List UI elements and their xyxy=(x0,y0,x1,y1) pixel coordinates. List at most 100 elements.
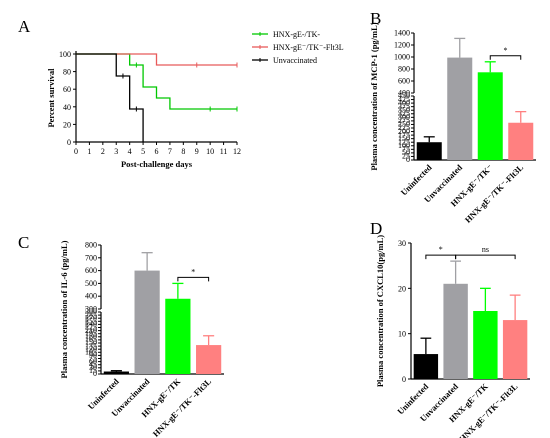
y-tick-label: 240 xyxy=(85,320,97,329)
y-tick-label: 450 xyxy=(398,91,410,100)
bar xyxy=(508,122,534,160)
y-tick-label: 255 xyxy=(85,317,97,326)
y-axis-title: Plasma concentration of MCP-1 (pg/mL) xyxy=(369,22,379,170)
y-tick-label: 300 xyxy=(398,113,410,122)
bar xyxy=(473,311,498,379)
x-tick-label: 1 xyxy=(87,147,91,156)
y-tick-label: 700 xyxy=(85,253,97,262)
y-tick-label: 180 xyxy=(85,332,97,341)
y-tick-label: 210 xyxy=(85,326,97,335)
y-tick-label: 100 xyxy=(59,50,71,59)
bar xyxy=(502,320,528,379)
category-label: HNX-gE⁻/TK⁻-Flt3L xyxy=(151,376,214,438)
y-tick-label: 20 xyxy=(63,120,71,129)
y-tick-label: 285 xyxy=(85,310,97,319)
y-tick-label: 40 xyxy=(63,103,71,112)
y-tick-label: 135 xyxy=(85,341,97,350)
y-tick-label: 0 xyxy=(93,369,97,378)
y-tick-label: 150 xyxy=(85,338,97,347)
y-axis-title: Plasma concentration of IL-6 (pg/mL) xyxy=(59,240,69,378)
x-tick-label: 2 xyxy=(101,147,105,156)
y-tick-label: 270 xyxy=(85,313,97,322)
bar xyxy=(165,298,191,374)
y-tick-label: 275 xyxy=(398,116,410,125)
y-tick-label: 0 xyxy=(402,375,406,384)
y-tick-label: 200 xyxy=(398,127,410,136)
x-tick-label: 0 xyxy=(74,147,78,156)
y-tick-label: 175 xyxy=(398,130,410,139)
significance-label: ns xyxy=(482,245,489,254)
x-tick-label: 11 xyxy=(220,147,228,156)
y-tick-label: 300 xyxy=(85,305,97,314)
y-tick-label: 20 xyxy=(398,284,406,293)
x-tick-label: 8 xyxy=(181,147,185,156)
y-tick-label: 45 xyxy=(89,360,97,369)
bar-chart: D 0 10 20 30 Plasma concentration of CXCL10(p… xyxy=(370,219,530,438)
y-tick-label: 90 xyxy=(89,351,97,360)
significance-bracket xyxy=(455,254,516,260)
legend-label: Unvaccinated xyxy=(273,56,317,65)
panel-letter: A xyxy=(18,17,31,36)
y-tick-label: 800 xyxy=(85,241,97,250)
significance-bracket xyxy=(177,276,210,282)
significance-label: * xyxy=(439,245,443,254)
y-tick-label: 15 xyxy=(89,366,97,375)
y-tick-label: 80 xyxy=(63,68,71,77)
x-tick-label: 6 xyxy=(155,147,159,156)
y-tick-label: 300 xyxy=(85,307,97,316)
series-line xyxy=(76,53,144,142)
y-tick-label: 0 xyxy=(67,138,71,147)
bar-chart: C 015304560759010512013515016518019521022… xyxy=(18,233,224,438)
y-axis-title: Plasma concentration of CXCL10(pg/mL) xyxy=(375,235,385,387)
y-tick-label: 1200 xyxy=(394,41,410,50)
y-tick-label: 125 xyxy=(398,137,410,146)
y-tick-label: 400 xyxy=(398,89,410,98)
bar xyxy=(477,72,503,160)
bar xyxy=(103,371,129,374)
y-tick-label: 600 xyxy=(85,266,97,275)
x-tick-label: 5 xyxy=(141,147,145,156)
y-tick-label: 400 xyxy=(85,292,97,301)
significance-bracket xyxy=(489,55,522,60)
legend-label: HNX-gE⁻/TK⁻-Flt3L xyxy=(273,43,344,52)
y-tick-label: 195 xyxy=(85,329,97,338)
y-tick-label: 1000 xyxy=(394,53,410,62)
y-axis-title: Percent survival xyxy=(46,68,56,128)
legend-label: HNX-gE-/TK- xyxy=(273,30,320,39)
series-line xyxy=(76,53,237,66)
y-tick-label: 250 xyxy=(398,120,410,129)
y-tick-label: 400 xyxy=(398,98,410,107)
y-tick-label: 60 xyxy=(63,85,71,94)
y-tick-label: 10 xyxy=(398,330,406,339)
y-tick-label: 60 xyxy=(89,357,97,366)
panel-letter: C xyxy=(18,233,29,252)
y-tick-label: 600 xyxy=(398,77,410,86)
y-tick-label: 100 xyxy=(398,141,410,150)
x-tick-label: 3 xyxy=(114,147,118,156)
y-tick-label: 75 xyxy=(402,145,410,154)
y-tick-label: 120 xyxy=(85,344,97,353)
bar xyxy=(134,270,160,374)
y-tick-label: 150 xyxy=(398,134,410,143)
bar xyxy=(447,57,473,160)
y-tick-label: 500 xyxy=(85,279,97,288)
y-tick-label: 30 xyxy=(89,363,97,372)
y-tick-label: 105 xyxy=(85,348,97,357)
panel-letter: D xyxy=(370,219,382,238)
y-tick-label: 0 xyxy=(406,155,410,164)
bar xyxy=(443,283,468,379)
y-tick-label: 75 xyxy=(89,354,97,363)
x-tick-label: 7 xyxy=(168,147,172,156)
category-label: HNX-gE⁻/TK⁻-Flt3L xyxy=(463,162,526,225)
y-tick-label: 25 xyxy=(402,152,410,161)
significance-label: * xyxy=(504,46,508,55)
x-tick-label: 12 xyxy=(233,147,241,156)
y-tick-label: 225 xyxy=(398,123,410,132)
y-tick-label: 375 xyxy=(398,102,410,111)
y-tick-label: 800 xyxy=(398,65,410,74)
y-tick-label: 350 xyxy=(398,105,410,114)
x-tick-label: 10 xyxy=(206,147,214,156)
x-tick-label: 4 xyxy=(128,147,132,156)
